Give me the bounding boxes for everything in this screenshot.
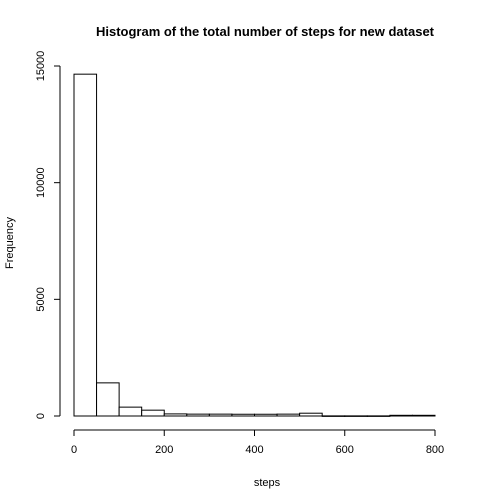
histogram-bar-3 [141,409,165,417]
y-tick-label-2: 10000 [35,167,47,198]
histogram-bar-14 [389,414,413,417]
histogram-bar-13 [366,415,391,417]
histogram-bar-7 [231,413,255,417]
histogram-bar-9 [276,413,301,417]
histogram-bar-11 [321,415,346,417]
histogram-bar-6 [208,413,233,417]
y-tick-label-1: 5000 [35,287,47,311]
y-tick-label-3: 15000 [35,51,47,82]
histogram-bar-5 [186,413,210,417]
histogram-bar-2 [118,406,143,417]
histogram-bar-12 [344,415,368,417]
chart-title: Histogram of the total number of steps f… [96,24,435,39]
y-axis: 0 5000 10000 15000 [35,51,61,419]
x-tick-label-2: 400 [245,444,263,456]
bar-group [73,73,436,417]
x-tick-label-4: 800 [426,444,444,456]
histogram-bar-15 [411,414,436,417]
histogram-bar-8 [254,413,278,417]
histogram-bar-1 [96,382,120,417]
y-axis-label: Frequency [4,217,16,269]
x-axis-label: steps [254,477,281,489]
y-tick-label-0: 0 [35,413,47,419]
histogram-bar-10 [299,412,323,417]
histogram-bar-4 [163,413,188,417]
x-tick-label-0: 0 [71,444,77,456]
x-tick-label-3: 600 [336,444,354,456]
histogram-bar-0 [73,73,98,417]
x-axis: 0 200 400 600 800 [71,429,444,456]
x-tick-label-1: 200 [155,444,173,456]
